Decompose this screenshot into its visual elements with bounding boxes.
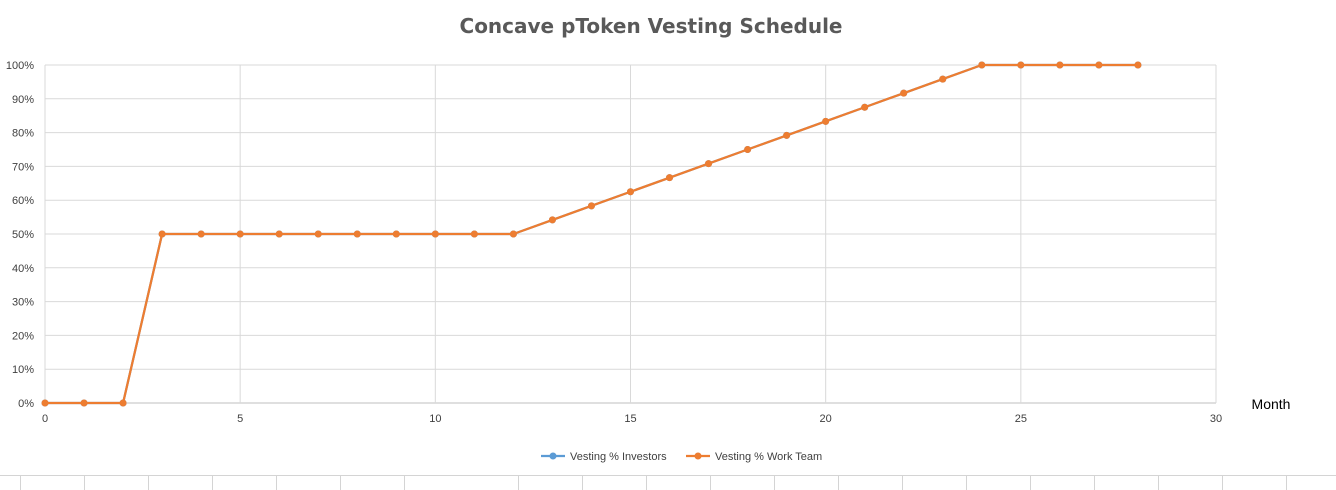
data-point xyxy=(978,61,986,69)
legend-label: Vesting % Investors xyxy=(570,451,667,463)
data-point xyxy=(861,103,869,111)
series-lines xyxy=(41,61,1142,407)
legend-label: Vesting % Work Team xyxy=(715,451,822,463)
x-tick-label: 25 xyxy=(1015,413,1027,425)
data-point xyxy=(939,75,947,83)
x-tick-label: 10 xyxy=(429,413,441,425)
data-point xyxy=(470,230,478,238)
data-point xyxy=(431,230,439,238)
data-point xyxy=(1056,61,1064,69)
y-tick-label: 20% xyxy=(12,330,34,342)
y-tick-label: 100% xyxy=(6,60,34,72)
x-tick-label: 20 xyxy=(820,413,832,425)
data-point xyxy=(41,399,49,407)
y-tick-label: 50% xyxy=(12,229,34,241)
data-point xyxy=(275,230,283,238)
x-axis-label: Month xyxy=(1252,396,1291,412)
data-point xyxy=(822,117,830,125)
data-point xyxy=(587,202,595,210)
chart-title: Concave pToken Vesting Schedule xyxy=(460,14,843,38)
y-tick-label: 70% xyxy=(12,161,34,173)
data-point xyxy=(744,146,752,153)
data-point xyxy=(509,230,517,238)
data-point xyxy=(236,230,244,238)
x-tick-label: 15 xyxy=(624,413,636,425)
data-point xyxy=(353,230,361,238)
data-point xyxy=(80,399,88,407)
y-axis-tick-labels: 0% 10% 20% 30% 40% 50% 60% 70% 80% 90% 100% xyxy=(6,60,34,410)
data-point xyxy=(705,160,713,168)
legend-swatch-marker xyxy=(549,452,557,460)
legend-swatch-marker xyxy=(694,452,702,460)
data-point xyxy=(158,230,166,238)
legend: Vesting % Investors Vesting % Work Team xyxy=(541,451,822,463)
y-tick-label: 10% xyxy=(12,364,34,376)
x-tick-label: 5 xyxy=(237,413,243,425)
data-point xyxy=(783,131,791,139)
y-tick-label: 80% xyxy=(12,128,34,140)
data-point xyxy=(900,89,908,97)
spreadsheet-gridlines xyxy=(0,475,1336,490)
data-point xyxy=(1095,61,1103,69)
x-tick-label: 0 xyxy=(42,413,48,425)
x-tick-label: 30 xyxy=(1210,413,1222,425)
data-point xyxy=(548,216,556,224)
data-point xyxy=(1134,61,1142,69)
legend-item: Vesting % Work Team xyxy=(686,451,822,463)
data-point xyxy=(1017,61,1025,69)
data-point xyxy=(392,230,400,238)
data-point xyxy=(314,230,322,238)
legend-item: Vesting % Investors xyxy=(541,451,667,463)
series-2 xyxy=(41,61,1142,407)
data-point xyxy=(197,230,205,238)
y-tick-label: 60% xyxy=(12,195,34,207)
y-tick-label: 40% xyxy=(12,263,34,275)
y-tick-label: 90% xyxy=(12,94,34,106)
y-tick-label: 0% xyxy=(18,398,34,410)
y-tick-label: 30% xyxy=(12,297,34,309)
x-axis-tick-labels: 0 5 10 15 20 25 30 xyxy=(42,413,1222,425)
data-point xyxy=(119,399,127,407)
data-point xyxy=(666,174,674,182)
data-point xyxy=(627,188,634,196)
